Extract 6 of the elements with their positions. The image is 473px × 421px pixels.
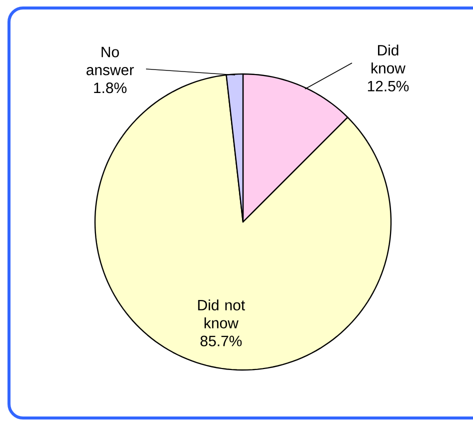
slice-label: Did know [372, 44, 406, 74]
data-label: 85.7% [200, 336, 242, 346]
slice-label: Did not know [198, 299, 246, 328]
data-label: 1.8% [94, 82, 126, 94]
data-label: 12.5% [368, 80, 409, 92]
slice-label: No answer [86, 46, 134, 76]
